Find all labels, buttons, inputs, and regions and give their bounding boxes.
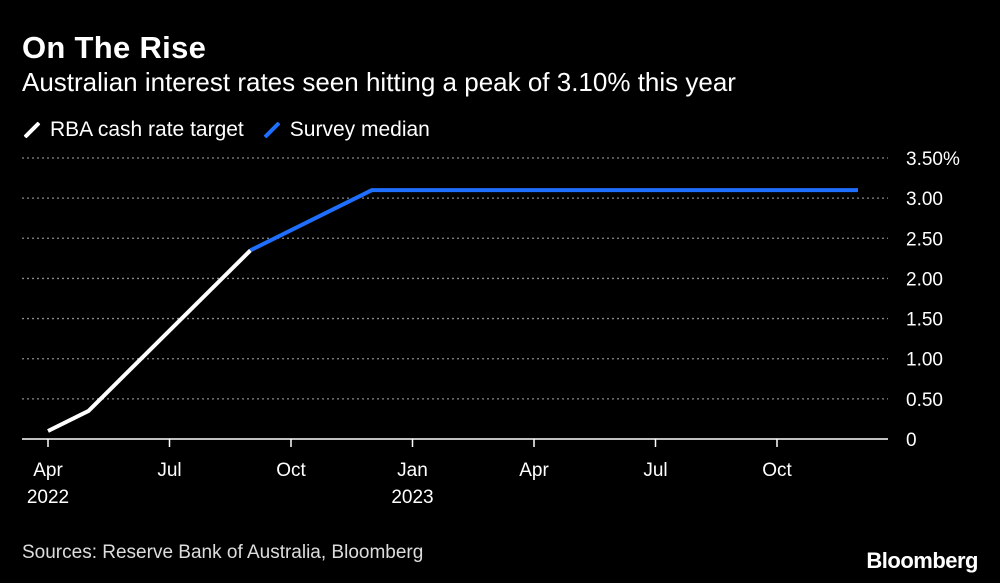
- bloomberg-logo: Bloomberg: [866, 548, 978, 573]
- x-tick-label: Jul: [643, 460, 667, 481]
- series-line-survey-median: [249, 188, 858, 253]
- y-tick-label: 2.00: [906, 269, 943, 290]
- legend-label-survey: Survey median: [289, 118, 430, 141]
- chart-subtitle: Australian interest rates seen hitting a…: [22, 67, 736, 97]
- legend-item-survey: Survey median: [262, 118, 430, 142]
- chart-title: On The Rise: [22, 30, 207, 65]
- y-tick-label: 0.50: [906, 390, 943, 411]
- x-tick-label: Jan: [397, 460, 428, 481]
- x-tick-label: Apr: [33, 460, 63, 481]
- y-tick-label: 3.00: [906, 189, 943, 210]
- x-tick-label: Oct: [762, 460, 792, 481]
- y-tick-label: 3.50%: [906, 149, 960, 170]
- y-tick-label: 1.00: [906, 350, 943, 371]
- legend-item-rba: RBA cash rate target: [22, 118, 244, 142]
- x-tick-label: Jul: [157, 460, 181, 481]
- x-tick-label: Oct: [276, 460, 306, 481]
- y-tick-label: 1.50: [906, 310, 943, 331]
- legend: RBA cash rate target Survey median: [22, 116, 448, 144]
- source-note: Sources: Reserve Bank of Australia, Bloo…: [22, 542, 424, 563]
- x-tick-label: Apr: [519, 460, 549, 481]
- x-tick-year-label: 2022: [27, 487, 69, 508]
- y-tick-label: 0: [906, 430, 917, 451]
- y-tick-label: 2.50: [906, 229, 943, 250]
- x-tick-year-label: 2023: [391, 487, 433, 508]
- series-line-rba-cash-rate: [47, 248, 252, 433]
- legend-label-rba: RBA cash rate target: [50, 118, 244, 141]
